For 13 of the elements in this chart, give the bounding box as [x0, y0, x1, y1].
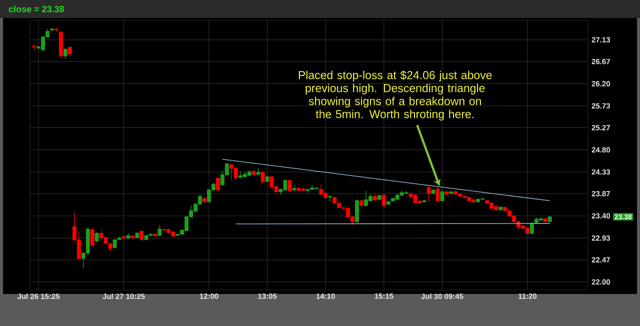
candlestick [377, 194, 382, 200]
candlestick [372, 194, 377, 202]
candlestick [525, 228, 530, 235]
candlestick [54, 26, 58, 33]
candlestick [58, 30, 63, 58]
candlestick [530, 222, 534, 235]
candlestick [50, 28, 54, 32]
candlestick [63, 48, 68, 60]
candlestick [328, 194, 332, 202]
candlestick [355, 199, 359, 224]
annotation: Placed stop-loss at $24.06 just above previous high. Descending triangle showing signs of a breakdown on the 5min. Worth shroting here. [298, 70, 492, 120]
chart-title: close = 23.38 [8, 6, 64, 12]
candlestick [382, 194, 386, 208]
